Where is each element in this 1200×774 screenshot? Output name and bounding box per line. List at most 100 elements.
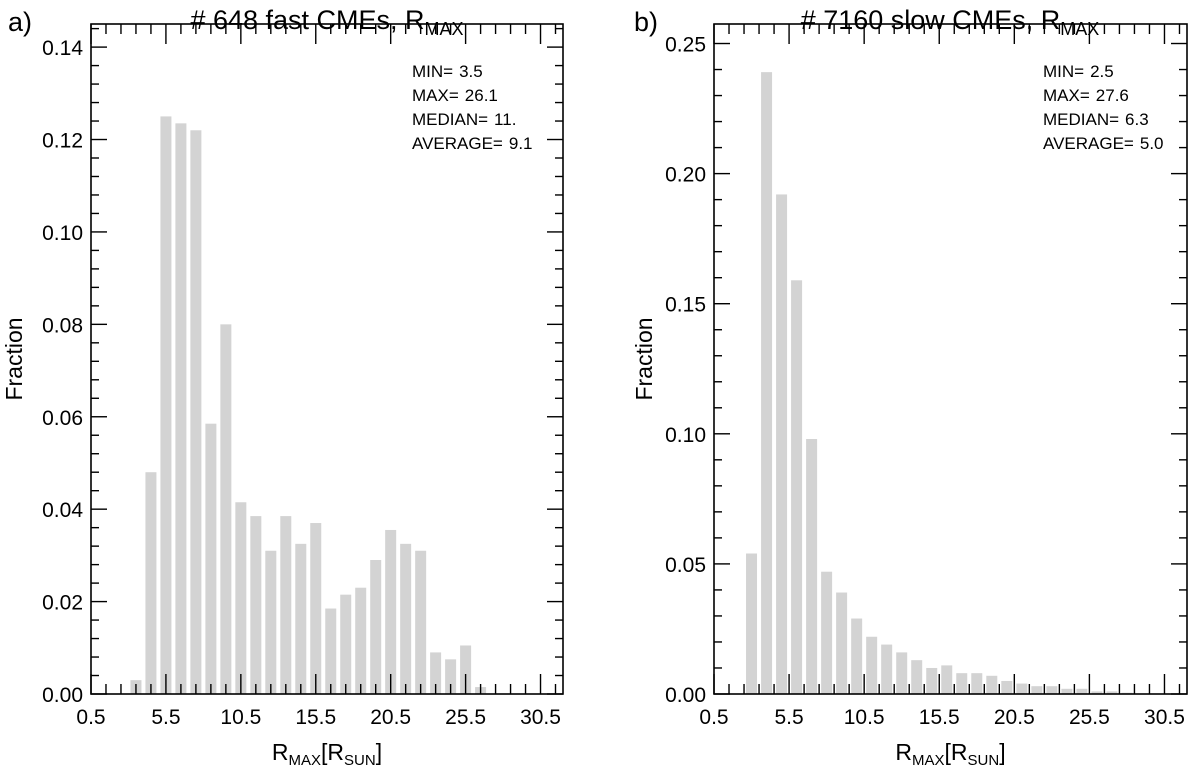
bar — [1106, 691, 1118, 694]
bars — [746, 72, 1133, 694]
bar — [280, 516, 292, 694]
stat-line: MIN= 3.5 — [412, 62, 483, 81]
stat-label: AVERAGE= — [1043, 134, 1134, 153]
stat-value: 3.5 — [459, 62, 483, 81]
x-axis-label-part: R — [272, 739, 289, 765]
x-ticks — [713, 24, 1181, 694]
bar — [1061, 688, 1073, 694]
stats-annotation: MIN= 3.5 MAX= 26.1 MEDIAN= 11. AVERAGE= 9.1 — [412, 62, 533, 153]
x-axis-label-part: ] — [999, 739, 1005, 765]
chart-title-main: # 7160 slow CMEs, R — [801, 5, 1061, 35]
stat-value: 9.1 — [509, 134, 533, 153]
bar — [460, 645, 472, 694]
y-tick-label: 0.00 — [42, 684, 83, 707]
bar — [896, 652, 908, 694]
x-tick-label: 30.5 — [520, 706, 561, 729]
chart-title-sub: MAX — [425, 19, 464, 39]
plot-frame — [90, 23, 564, 695]
y-tick-label: 0.10 — [42, 222, 83, 245]
x-axis-label-part: SUN — [344, 752, 376, 769]
stat-label: AVERAGE= — [412, 134, 503, 153]
stat-label: MAX= — [412, 86, 459, 105]
bar — [235, 502, 247, 694]
panel-b-slow-cmes: 0.5 5.5 10.5 15.5 20.5 25.5 30.5 0.00 0.05 0.10 0.… — [631, 5, 1188, 769]
bar — [911, 660, 923, 694]
bar — [385, 529, 397, 694]
bar — [190, 130, 202, 694]
stat-label: MIN= — [1043, 62, 1084, 81]
bar — [1046, 686, 1058, 694]
x-tick-label: 0.5 — [699, 706, 728, 729]
x-axis-label-part: SUN — [968, 752, 1000, 769]
stat-label: MEDIAN= — [412, 110, 488, 129]
stat-label: MIN= — [412, 62, 453, 81]
bar — [295, 543, 307, 694]
x-axis-label-part: [R — [321, 739, 344, 765]
x-tick-label: 15.5 — [919, 706, 960, 729]
y-tick-label: 0.20 — [665, 164, 706, 187]
bar — [1091, 691, 1103, 694]
y-axis-label: Fraction — [1, 317, 27, 400]
stat-value: 2.5 — [1090, 62, 1114, 81]
y-tick-label: 0.14 — [42, 37, 83, 60]
bar — [370, 560, 382, 694]
y-axis-label: Fraction — [631, 317, 657, 400]
bar — [776, 194, 788, 694]
bar — [836, 592, 848, 694]
y-tick-label: 0.00 — [665, 684, 706, 707]
x-axis-label: RMAX[RSUN] — [895, 739, 1005, 769]
panel-label: b) — [634, 7, 658, 37]
stat-line: MAX= 27.6 — [1043, 86, 1129, 105]
x-tick-label: 10.5 — [220, 706, 261, 729]
chart-title-main: # 648 fast CMEs, R — [190, 5, 424, 35]
chart-title-sub: MAX — [1060, 19, 1099, 39]
y-tick-label: 0.08 — [42, 314, 83, 337]
bar — [881, 644, 893, 694]
bar — [325, 608, 337, 694]
stat-line: MIN= 2.5 — [1043, 62, 1114, 81]
bar — [145, 472, 157, 694]
y-ticks — [714, 42, 1187, 695]
bar — [355, 587, 367, 694]
bar — [956, 673, 968, 694]
x-tick-label: 25.5 — [445, 706, 486, 729]
x-tick-label: 20.5 — [370, 706, 411, 729]
x-axis-label: RMAX[RSUN] — [272, 739, 382, 769]
y-tick-label: 0.15 — [665, 294, 706, 317]
x-tick-label: 20.5 — [994, 706, 1035, 729]
x-axis-label-part: MAX — [912, 752, 945, 769]
y-tick-label: 0.25 — [665, 34, 706, 57]
bar — [220, 324, 232, 694]
x-tick-label: 30.5 — [1144, 706, 1185, 729]
bar — [400, 543, 412, 694]
x-axis-label-part: R — [895, 739, 912, 765]
bar — [430, 652, 442, 694]
bar — [806, 439, 818, 694]
chart-title: # 648 fast CMEs, RMAX — [190, 5, 463, 39]
panel-a-fast-cmes: 0.5 5.5 10.5 15.5 20.5 25.5 30.5 0.00 0.02 0.04 0.… — [1, 5, 564, 769]
y-tick-label: 0.04 — [42, 499, 83, 522]
x-axis-label-part: MAX — [289, 752, 322, 769]
y-tick-label: 0.12 — [42, 130, 83, 153]
bar — [265, 550, 277, 694]
bar — [160, 116, 172, 694]
bar — [851, 618, 863, 694]
stat-value: 5.0 — [1140, 134, 1164, 153]
bar — [340, 594, 352, 694]
y-ticks — [91, 27, 563, 695]
bar — [926, 667, 938, 694]
bar — [1076, 688, 1088, 694]
stat-line: MAX= 26.1 — [412, 86, 498, 105]
bar — [761, 72, 773, 694]
y-tick-label: 0.10 — [665, 424, 706, 447]
stat-line: MEDIAN= 11. — [412, 110, 516, 129]
bar — [415, 550, 427, 694]
bar — [205, 423, 217, 694]
bar — [1031, 686, 1043, 694]
x-axis-label-part: [R — [945, 739, 968, 765]
bar — [250, 516, 262, 694]
bars — [130, 116, 487, 695]
x-ticks — [90, 24, 557, 694]
stat-line: AVERAGE= 9.1 — [412, 134, 533, 153]
